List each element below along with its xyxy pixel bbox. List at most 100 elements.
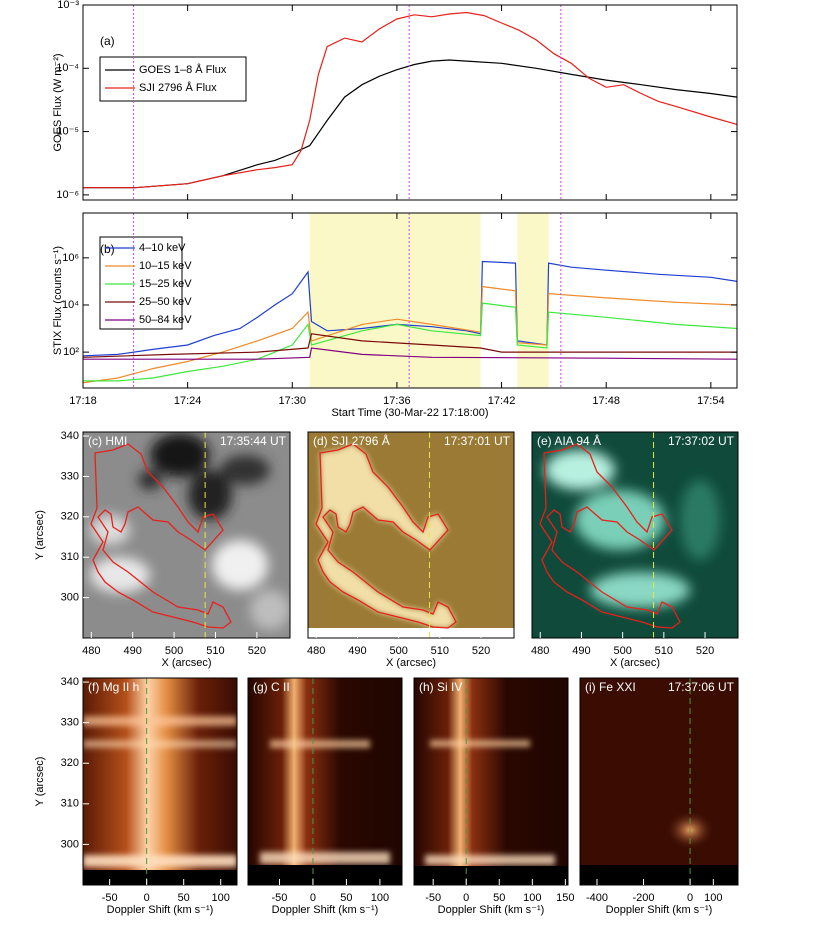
plot-frame <box>579 677 739 886</box>
x-axis-label: Start Time (30-Mar-22 17:18:00) <box>331 407 488 419</box>
panel-label: (h) Si IV <box>419 680 462 694</box>
y-axis-label: GOES Flux (W m⁻²) <box>52 53 64 151</box>
x-tick-label: 17:18 <box>69 395 97 407</box>
y-tick-label: 10⁻⁴ <box>56 62 79 74</box>
x-tick-label: 480 <box>307 645 325 657</box>
panel-label: (i) Fe XXI <box>585 680 636 694</box>
sji-image <box>308 432 514 638</box>
y-tick-label: 10² <box>63 346 79 358</box>
x-tick-label: 500 <box>389 645 407 657</box>
legend-label: 10–15 keV <box>139 260 192 272</box>
x-tick-label: 50 <box>493 892 505 904</box>
x-tick-label: 100 <box>704 892 722 904</box>
legend-label: 4–10 keV <box>139 242 186 254</box>
x-tick-label: 520 <box>696 645 714 657</box>
x-axis-label: Doppler Shift (km s⁻¹) <box>606 904 713 916</box>
x-tick-label: 17:54 <box>697 395 725 407</box>
x-tick-label: 100 <box>523 892 541 904</box>
x-axis-label: X (arcsec) <box>161 657 211 669</box>
x-tick-label: -50 <box>272 892 288 904</box>
x-tick-label: 100 <box>212 892 230 904</box>
plot-frame <box>82 677 238 886</box>
y-tick-label: 10⁶ <box>62 252 79 264</box>
panel-label: (g) C II <box>253 680 290 694</box>
series-line <box>83 11 738 189</box>
fe-spectrum <box>580 678 738 885</box>
x-tick-label: 100 <box>371 892 389 904</box>
x-tick-label: -50 <box>102 892 118 904</box>
x-tick-label: 150 <box>556 892 574 904</box>
panel-label: (e) AIA 94 Å <box>537 433 601 448</box>
y-tick-label: 300 <box>61 838 79 850</box>
y-tick-label: 10⁻⁶ <box>56 189 79 201</box>
x-tick-label: 480 <box>82 645 100 657</box>
x-tick-label: 17:42 <box>488 395 516 407</box>
y-tick-label: 340 <box>61 430 79 442</box>
x-tick-label: 50 <box>178 892 190 904</box>
series-line <box>83 59 738 189</box>
x-tick-label: 520 <box>248 645 266 657</box>
x-tick-label: 17:36 <box>383 395 411 407</box>
x-tick-label: 500 <box>165 645 183 657</box>
y-tick-label: 320 <box>61 511 79 523</box>
x-tick-label: 17:48 <box>592 395 620 407</box>
y-axis-label: Y (arcsec) <box>34 510 46 560</box>
x-tick-label: 0 <box>687 892 693 904</box>
plot-frame <box>307 431 515 639</box>
x-tick-label: 520 <box>472 645 490 657</box>
y-tick-label: 10⁴ <box>62 299 79 311</box>
panel-label: (d) SJI 2796 Å <box>313 433 390 448</box>
legend-label: SJI 2796 Å Flux <box>139 81 217 94</box>
x-tick-label: 17:24 <box>174 395 202 407</box>
y-tick-label: 10⁻³ <box>57 0 79 11</box>
y-tick-label: 330 <box>61 717 79 729</box>
series-line <box>83 302 738 382</box>
x-tick-label: -50 <box>425 892 441 904</box>
plot-frame <box>413 677 569 886</box>
x-tick-label: -400 <box>586 892 608 904</box>
plot-frame <box>531 431 739 639</box>
x-axis-label: X (arcsec) <box>610 657 660 669</box>
x-tick-label: 0 <box>144 892 150 904</box>
y-tick-label: 310 <box>61 551 79 563</box>
panel-label: (b) <box>100 242 115 256</box>
series-line <box>82 333 737 358</box>
x-axis-label: Doppler Shift (km s⁻¹) <box>107 904 214 916</box>
y-tick-label: 330 <box>61 470 79 482</box>
panel-label: (f) Mg II h <box>88 680 139 694</box>
mg-spectrum <box>83 678 237 885</box>
x-axis-label: Doppler Shift (km s⁻¹) <box>272 904 379 916</box>
time-label: 17:35:44 UT <box>220 434 287 448</box>
x-tick-label: 0 <box>310 892 316 904</box>
y-tick-label: 300 <box>61 592 79 604</box>
x-axis-label: Doppler Shift (km s⁻¹) <box>438 904 545 916</box>
x-tick-label: 490 <box>348 645 366 657</box>
x-tick-label: 490 <box>124 645 142 657</box>
aia-image <box>532 432 738 638</box>
plot-frame <box>247 677 403 886</box>
y-axis-label: Y (arcsec) <box>34 757 46 807</box>
y-tick-label: 310 <box>61 798 79 810</box>
shaded-interval <box>517 213 549 388</box>
x-tick-label: -200 <box>633 892 655 904</box>
legend-b <box>99 236 183 330</box>
y-axis-label: STIX Flux (counts s⁻¹) <box>52 246 64 355</box>
legend-label: 15–25 keV <box>139 278 192 290</box>
plot-frame <box>82 4 738 201</box>
series-line <box>83 347 738 360</box>
plot-frame <box>82 212 738 389</box>
x-tick-label: 500 <box>613 645 631 657</box>
hmi-image <box>83 432 290 638</box>
x-tick-label: 480 <box>531 645 549 657</box>
time-label: 17:37:02 UT <box>668 434 735 448</box>
x-tick-label: 510 <box>206 645 224 657</box>
legend-label: GOES 1–8 Å Flux <box>139 63 227 76</box>
plot-frame <box>82 431 291 639</box>
panel-label: (a) <box>100 34 115 48</box>
c-spectrum <box>248 678 402 885</box>
x-tick-label: 50 <box>340 892 352 904</box>
panel-label: (c) HMI <box>88 434 127 448</box>
x-axis-label: X (arcsec) <box>386 657 436 669</box>
